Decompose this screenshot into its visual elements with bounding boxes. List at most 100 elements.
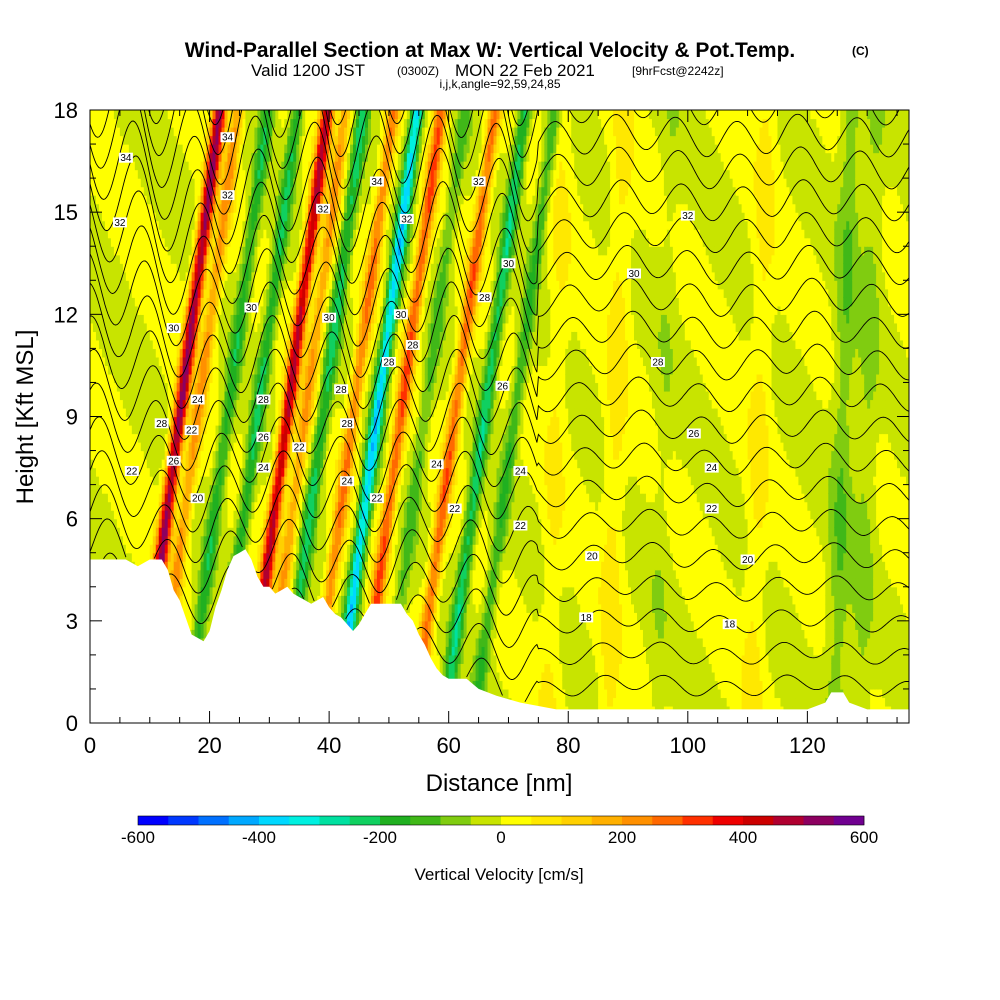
w-cell <box>161 501 166 511</box>
w-cell <box>278 527 282 537</box>
w-cell <box>266 127 270 137</box>
w-cell <box>134 390 139 401</box>
w-cell <box>122 484 127 494</box>
w-cell <box>287 237 291 247</box>
w-cell <box>287 425 291 435</box>
w-cell <box>182 288 187 298</box>
w-cell <box>179 561 184 571</box>
w-cell <box>170 510 175 520</box>
w-cell <box>92 203 97 213</box>
w-cell <box>107 212 112 222</box>
w-cell <box>167 484 172 494</box>
w-cell <box>278 399 282 409</box>
w-cell <box>293 535 297 545</box>
w-cell <box>101 110 106 120</box>
w-cell <box>260 195 264 205</box>
w-cell <box>233 442 238 452</box>
w-cell <box>275 416 279 426</box>
w-cell <box>173 356 178 367</box>
w-cell <box>158 271 163 281</box>
w-cell <box>137 484 142 494</box>
w-cell <box>230 518 235 528</box>
w-cell <box>257 288 261 298</box>
w-cell <box>254 254 258 264</box>
w-cell <box>90 331 94 341</box>
w-cell <box>251 535 255 545</box>
w-cell <box>278 178 282 188</box>
w-cell <box>128 356 133 367</box>
w-cell <box>290 527 294 537</box>
w-cell <box>272 305 276 315</box>
w-cell <box>251 356 255 367</box>
w-cell <box>167 144 172 154</box>
w-cell <box>137 297 142 307</box>
w-cell <box>98 510 103 520</box>
w-cell <box>227 254 232 264</box>
w-cell <box>260 510 264 520</box>
w-cell <box>167 510 172 520</box>
w-cell <box>233 161 238 171</box>
w-cell <box>212 527 217 537</box>
w-cell <box>281 569 285 579</box>
w-cell <box>263 288 267 298</box>
w-cell <box>143 348 148 358</box>
w-cell <box>134 331 139 341</box>
w-cell <box>266 254 270 264</box>
w-cell <box>209 152 214 162</box>
w-cell <box>134 220 139 230</box>
w-cell <box>293 237 297 247</box>
w-cell <box>101 169 106 179</box>
w-cell <box>239 527 244 537</box>
w-cell <box>218 118 223 128</box>
w-cell <box>191 510 196 520</box>
w-cell <box>281 237 285 247</box>
w-cell <box>122 535 127 545</box>
w-cell <box>269 459 273 469</box>
w-cell <box>158 297 163 307</box>
w-cell <box>215 527 220 537</box>
w-cell <box>218 169 223 179</box>
w-cell <box>122 246 127 256</box>
w-cell <box>287 280 291 290</box>
w-cell <box>107 433 112 443</box>
w-cell <box>242 195 247 205</box>
w-cell <box>272 297 276 307</box>
w-cell <box>146 501 151 511</box>
w-cell <box>110 186 115 196</box>
w-cell <box>209 569 214 579</box>
w-cell <box>257 314 261 324</box>
w-cell <box>254 246 258 256</box>
w-cell <box>161 229 166 239</box>
w-cell <box>104 356 109 367</box>
w-cell <box>152 390 157 401</box>
w-cell <box>95 425 100 435</box>
w-cell <box>137 271 142 281</box>
w-cell <box>263 484 267 494</box>
w-cell <box>212 552 217 562</box>
w-cell <box>152 501 157 511</box>
w-cell <box>149 237 154 247</box>
w-cell <box>236 356 241 367</box>
w-cell <box>245 501 250 511</box>
w-cell <box>260 578 264 588</box>
w-cell <box>266 356 270 367</box>
w-cell <box>266 178 270 188</box>
w-cell <box>167 433 172 443</box>
chart-subtitle-valid: Valid 1200 JST <box>251 61 365 80</box>
w-cell <box>242 527 247 537</box>
w-cell <box>260 476 264 486</box>
w-cell <box>290 271 294 281</box>
w-cell <box>98 297 103 307</box>
w-cell <box>179 144 184 154</box>
w-cell <box>284 237 288 247</box>
w-cell <box>95 365 100 375</box>
w-cell <box>287 169 291 179</box>
w-cell <box>221 476 226 486</box>
w-cell <box>218 110 223 120</box>
w-cell <box>101 118 106 128</box>
w-cell <box>149 263 154 273</box>
w-cell <box>269 442 273 452</box>
w-cell <box>92 365 97 375</box>
w-cell <box>116 161 121 171</box>
w-cell <box>170 373 175 384</box>
